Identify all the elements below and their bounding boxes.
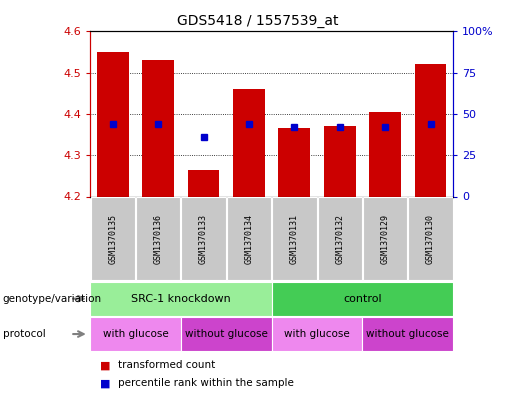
Bar: [233, 89, 265, 196]
Text: with glucose: with glucose: [102, 329, 168, 339]
Text: GSM1370131: GSM1370131: [290, 214, 299, 264]
Bar: [415, 64, 447, 196]
Text: ■: ■: [100, 360, 111, 371]
Bar: [271, 317, 363, 351]
Bar: [369, 112, 401, 196]
Bar: [90, 317, 181, 351]
Text: GDS5418 / 1557539_at: GDS5418 / 1557539_at: [177, 14, 338, 28]
Bar: [97, 52, 129, 196]
Text: GSM1370129: GSM1370129: [381, 214, 390, 264]
Bar: [90, 282, 271, 316]
Text: without glucose: without glucose: [185, 329, 268, 339]
Text: GSM1370135: GSM1370135: [108, 214, 117, 264]
Bar: [318, 197, 362, 280]
Text: GSM1370134: GSM1370134: [245, 214, 253, 264]
Bar: [272, 197, 317, 280]
Bar: [136, 197, 180, 280]
Bar: [363, 317, 453, 351]
Text: GSM1370130: GSM1370130: [426, 214, 435, 264]
Bar: [181, 317, 271, 351]
Text: GSM1370136: GSM1370136: [153, 214, 163, 264]
Bar: [142, 60, 174, 196]
Text: percentile rank within the sample: percentile rank within the sample: [118, 378, 295, 388]
Bar: [279, 129, 310, 196]
Bar: [363, 197, 407, 280]
Text: genotype/variation: genotype/variation: [3, 294, 101, 304]
Bar: [271, 282, 453, 316]
Bar: [181, 197, 226, 280]
Text: control: control: [343, 294, 382, 304]
Text: SRC-1 knockdown: SRC-1 knockdown: [131, 294, 231, 304]
Bar: [324, 126, 356, 196]
Text: without glucose: without glucose: [366, 329, 449, 339]
Bar: [408, 197, 453, 280]
Text: GSM1370133: GSM1370133: [199, 214, 208, 264]
Text: ■: ■: [100, 378, 111, 388]
Text: transformed count: transformed count: [118, 360, 216, 371]
Bar: [91, 197, 135, 280]
Text: protocol: protocol: [3, 329, 45, 339]
Text: GSM1370132: GSM1370132: [335, 214, 344, 264]
Bar: [227, 197, 271, 280]
Bar: [187, 170, 219, 196]
Text: with glucose: with glucose: [284, 329, 350, 339]
